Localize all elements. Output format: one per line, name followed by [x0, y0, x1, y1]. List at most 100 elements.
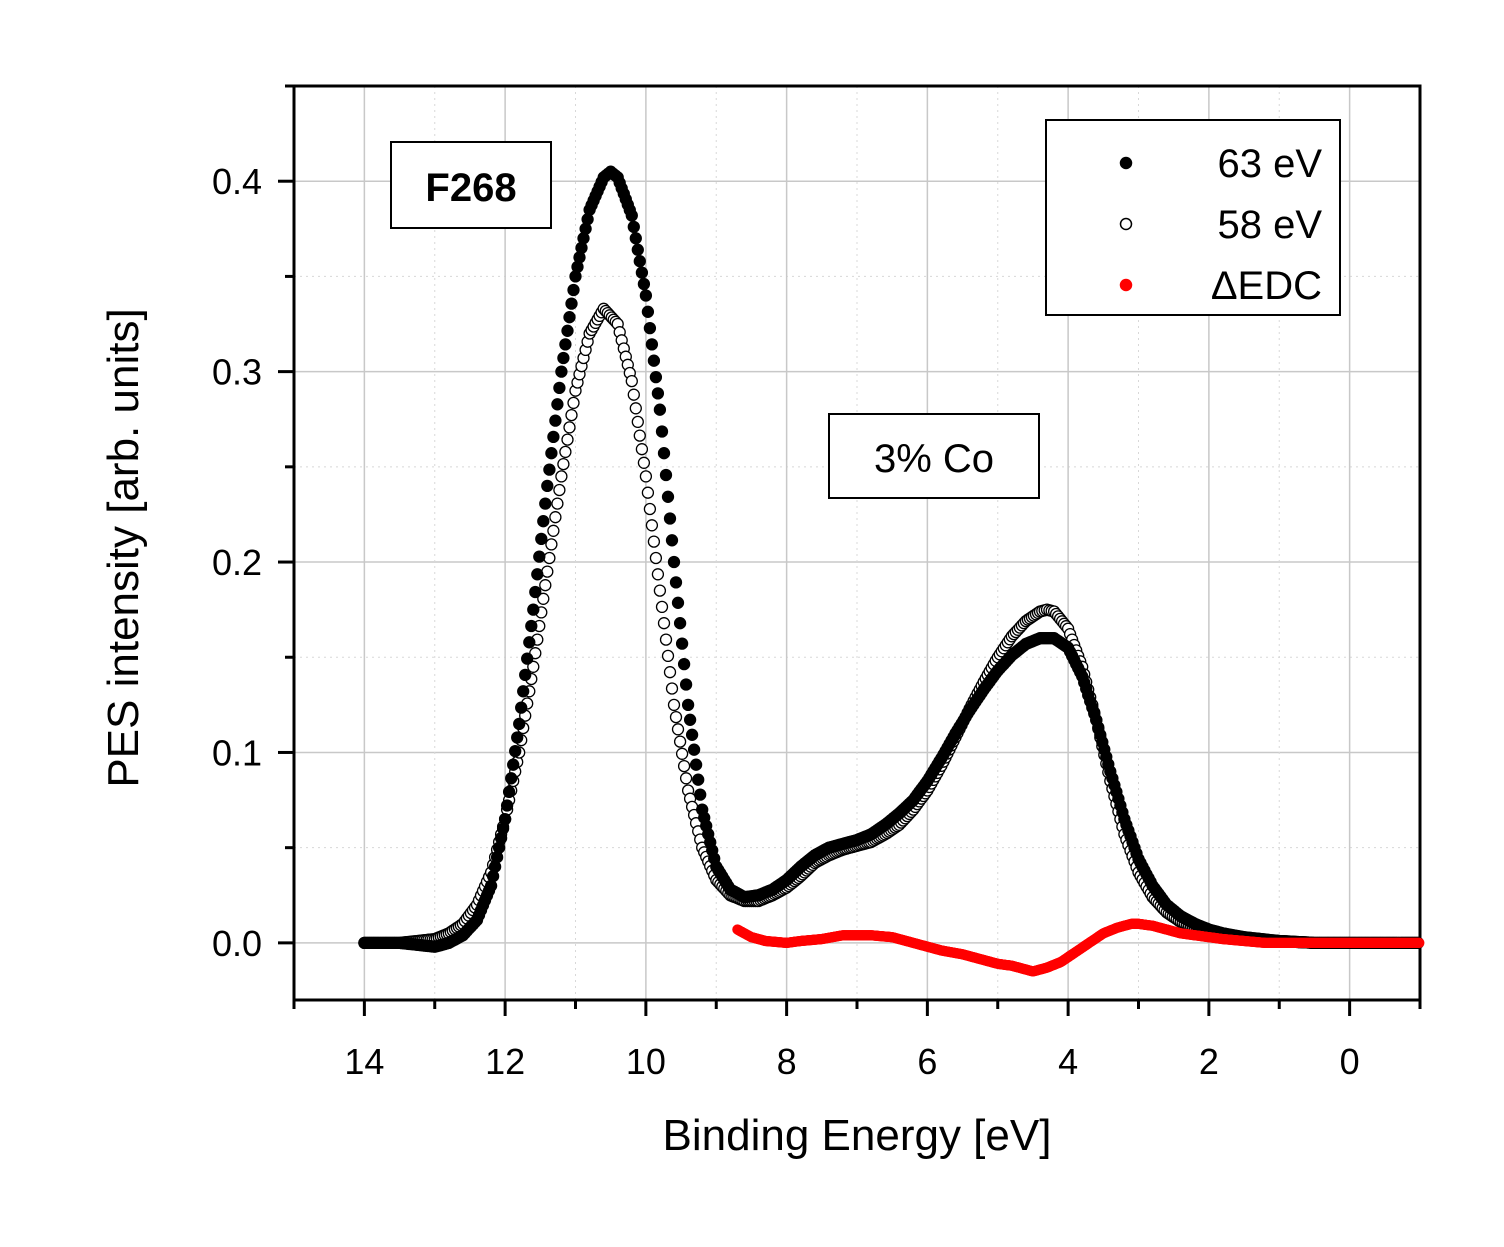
point: [655, 600, 669, 614]
point: [527, 660, 540, 673]
y-axis-ticks: 0.0 0.1 0.2 0.3 0.4: [212, 84, 294, 964]
point: [505, 772, 518, 785]
point: [1414, 937, 1425, 949]
point: [561, 433, 574, 446]
point: [629, 232, 642, 245]
point: [667, 555, 681, 569]
y-tick-label: 0.4: [212, 161, 262, 202]
point: [565, 297, 578, 310]
x-tick-label: 6: [917, 1041, 937, 1082]
x-tick-label: 14: [344, 1041, 384, 1082]
legend-marker-58ev: [1119, 217, 1133, 231]
point: [559, 445, 572, 459]
point: [523, 636, 536, 649]
point: [555, 470, 568, 483]
point: [567, 396, 580, 410]
point: [500, 799, 514, 812]
point: [669, 576, 683, 589]
point: [533, 550, 546, 563]
y-tick-label: 0.3: [212, 352, 262, 393]
point: [651, 568, 665, 581]
point: [629, 402, 642, 415]
point: [651, 387, 665, 400]
point: [675, 637, 689, 650]
series-2: [732, 918, 1425, 977]
point: [637, 277, 651, 291]
point: [527, 603, 540, 616]
point: [653, 584, 667, 597]
point: [633, 255, 646, 268]
y-axis-title: PES intensity [arb. units]: [99, 308, 148, 787]
legend-label-delta-edc: ΔEDC: [1211, 264, 1322, 308]
point: [513, 717, 526, 731]
point: [665, 682, 679, 695]
point: [557, 457, 570, 471]
x-tick-label: 12: [485, 1041, 525, 1082]
point: [673, 735, 687, 748]
x-tick-label: 10: [626, 1041, 666, 1082]
point: [645, 338, 659, 351]
point: [647, 354, 661, 367]
point: [643, 321, 657, 335]
x-axis-ticks: 14 12 10 8 6 4 2 0: [292, 1000, 1422, 1082]
point: [627, 220, 640, 234]
point: [647, 535, 661, 548]
point: [645, 519, 659, 532]
point: [631, 415, 644, 429]
point: [641, 305, 655, 318]
point: [543, 551, 556, 565]
point: [659, 633, 673, 646]
point: [551, 497, 564, 510]
point: [559, 338, 572, 351]
point: [659, 468, 673, 482]
point: [673, 617, 687, 630]
point: [694, 788, 707, 801]
point: [625, 209, 638, 222]
point: [635, 443, 649, 456]
point: [561, 324, 574, 337]
point: [551, 398, 564, 411]
point: [677, 759, 691, 773]
point: [639, 470, 653, 483]
point: [541, 565, 554, 578]
point: [521, 652, 534, 665]
point: [637, 456, 651, 469]
point: [635, 266, 649, 279]
annotation-f268: F268: [390, 141, 552, 229]
point: [657, 447, 671, 460]
point: [641, 486, 655, 499]
y-tick-label: 0.1: [212, 732, 262, 773]
point: [649, 551, 663, 565]
point: [679, 678, 693, 691]
point: [537, 592, 550, 605]
point: [511, 731, 524, 744]
point: [675, 747, 689, 760]
point: [657, 617, 671, 630]
point: [553, 483, 566, 497]
point: [557, 351, 570, 365]
x-tick-label: 8: [777, 1041, 797, 1082]
point: [631, 243, 644, 256]
point: [681, 698, 695, 712]
point: [547, 524, 560, 537]
annotation-co: 3% Co: [828, 413, 1040, 499]
point: [519, 668, 532, 682]
point: [661, 649, 675, 663]
point: [671, 723, 685, 736]
point: [545, 447, 558, 460]
legend-marker-63ev: [1119, 156, 1133, 170]
point: [685, 728, 699, 741]
point: [665, 534, 679, 547]
legend-label-63ev: 63 eV: [1217, 142, 1322, 186]
legend-label-58ev: 58 eV: [1217, 203, 1322, 247]
point: [543, 463, 556, 476]
point: [679, 772, 693, 785]
point: [639, 289, 653, 302]
point: [567, 283, 580, 297]
legend-marker-delta-edc: [1119, 278, 1133, 292]
point: [517, 685, 530, 698]
point: [509, 744, 522, 758]
point: [525, 619, 538, 633]
point: [663, 512, 677, 525]
